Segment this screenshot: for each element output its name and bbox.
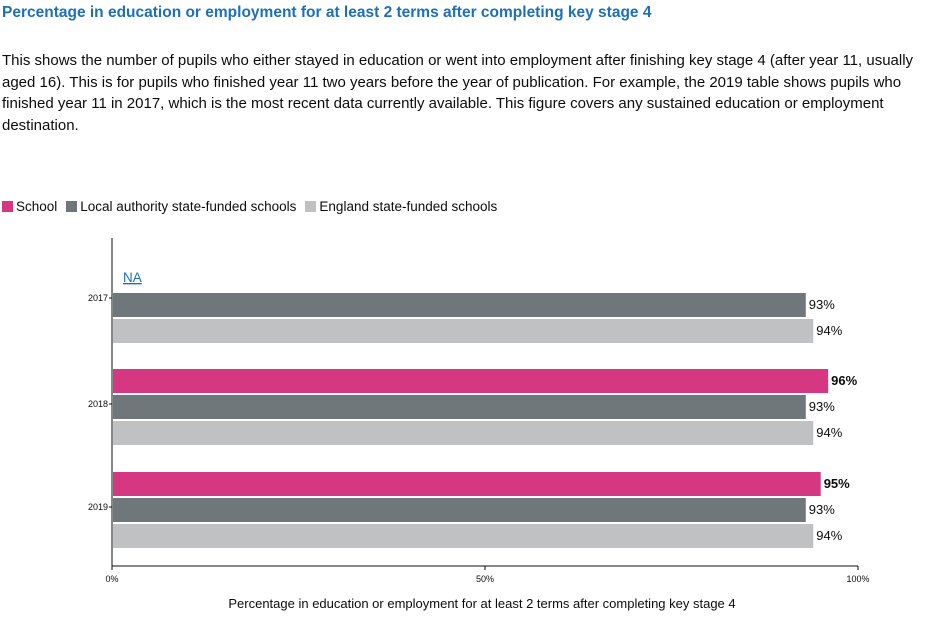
bar bbox=[113, 293, 806, 317]
bar bbox=[113, 395, 806, 419]
data-label: 93% bbox=[809, 502, 835, 517]
data-label: 94% bbox=[816, 323, 842, 338]
bar bbox=[113, 524, 814, 548]
legend-swatch-local-authority bbox=[66, 201, 78, 212]
bar bbox=[113, 498, 806, 522]
legend-item-local-authority: Local authority state-funded schools bbox=[66, 199, 296, 214]
chart-legend: School Local authority state-funded scho… bbox=[2, 199, 506, 214]
bar bbox=[113, 472, 821, 496]
na-link[interactable]: NA bbox=[123, 270, 142, 285]
data-label: 95% bbox=[824, 476, 850, 491]
bar bbox=[113, 369, 829, 393]
legend-label-local-authority: Local authority state-funded schools bbox=[80, 199, 297, 214]
data-label: 94% bbox=[816, 425, 842, 440]
x-tick-label: 100% bbox=[846, 574, 869, 584]
y-tick-label: 2018 bbox=[88, 399, 108, 409]
bar bbox=[113, 319, 814, 343]
y-tick-label: 2019 bbox=[88, 502, 108, 512]
bar bbox=[113, 421, 814, 445]
legend-label-school: School bbox=[16, 199, 58, 214]
legend-label-england: England state-funded schools bbox=[319, 199, 498, 214]
data-label: 94% bbox=[816, 528, 842, 543]
x-tick-label: 0% bbox=[105, 574, 118, 584]
data-label: 93% bbox=[809, 399, 835, 414]
chart-title: Percentage in education or employment fo… bbox=[2, 4, 652, 21]
chart-description: This shows the number of pupils who eith… bbox=[2, 52, 914, 134]
legend-swatch-school bbox=[2, 201, 13, 212]
x-axis-title: Percentage in education or employment fo… bbox=[228, 596, 736, 611]
x-tick-label: 50% bbox=[476, 574, 494, 584]
data-label: 93% bbox=[809, 297, 835, 312]
legend-item-england: England state-funded schools bbox=[305, 199, 497, 214]
legend-item-school: School bbox=[2, 199, 57, 214]
legend-swatch-england bbox=[305, 201, 317, 212]
data-label: 96% bbox=[831, 373, 857, 388]
y-tick-label: 2017 bbox=[88, 293, 108, 303]
